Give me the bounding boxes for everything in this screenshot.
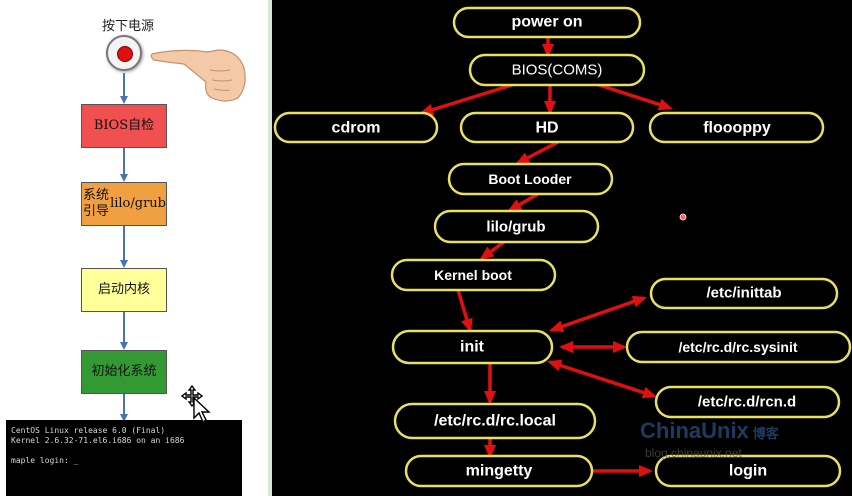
- step-init-system: 初始化系统: [81, 350, 167, 394]
- terminal-line: CentOS Linux release 6.0 (Final): [11, 426, 166, 435]
- login-terminal[interactable]: CentOS Linux release 6.0 (Final) Kernel 2…: [6, 420, 242, 496]
- node-mingetty: [404, 454, 594, 488]
- node-lilo-grub: [433, 209, 600, 244]
- power-indicator-dot: [117, 46, 133, 62]
- node-rcn-d: [654, 385, 841, 419]
- arrow-init-inittab: [549, 295, 647, 333]
- node-lilo-grub-label: lilo/grub: [486, 219, 545, 236]
- node-rcn-d-label: /etc/rc.d/rcn.d: [698, 394, 796, 411]
- step-start-kernel: 启动内核: [81, 268, 167, 312]
- node-kernel-boot-label: Kernel boot: [434, 267, 512, 283]
- node-hd: [459, 111, 635, 144]
- node-login-label: login: [729, 463, 767, 480]
- terminal-line: [11, 446, 237, 456]
- arrow-init-rcnd: [547, 359, 657, 399]
- watermark-brand: ChinaUnix 博客: [640, 418, 779, 444]
- move-cursor-icon: [180, 384, 211, 424]
- pointer-dot: [679, 213, 687, 221]
- pointing-hand-icon: [150, 49, 246, 102]
- node-power-on-label: power on: [511, 14, 582, 31]
- node-cdrom-label: cdrom: [332, 120, 381, 137]
- node-bios-label: BIOS(COMS): [512, 62, 603, 79]
- node-rc-sysinit-label: /etc/rc.d/rc.sysinit: [678, 339, 797, 355]
- watermark-brand-text: ChinaUnix: [640, 418, 749, 443]
- diagram-arrows: [419, 37, 673, 477]
- terminal-line: maple login: _: [11, 456, 79, 465]
- node-floppy-label: floooppy: [703, 120, 771, 137]
- power-label: 按下电源: [101, 19, 154, 34]
- left-flow-panel: 按下电源 BIOS自检 系统引导 lilo/grub 启动内核 初始化系统: [0, 0, 268, 496]
- diagram-node-labels: power on BIOS(COMS) cdrom HD floooppy Bo…: [332, 14, 798, 480]
- node-boot-loader-label: Boot Looder: [488, 171, 572, 187]
- power-button[interactable]: [106, 35, 142, 71]
- arrow-kernel-init: [456, 289, 473, 333]
- arrow-hd-bootloader: [515, 140, 559, 165]
- diagram-node-shapes: [273, 6, 852, 488]
- step-system-boot-label: 系统引导: [83, 188, 110, 219]
- node-init: [391, 329, 554, 365]
- left-flow-arrows: [120, 73, 128, 422]
- step-system-boot: 系统引导 lilo/grub: [81, 182, 167, 226]
- node-inittab-label: /etc/inittab: [706, 285, 781, 302]
- step-init-system-label: 初始化系统: [91, 364, 157, 379]
- arrow-lilo-kernel: [479, 240, 506, 260]
- step-bios-check-label: BIOS自检: [93, 118, 155, 133]
- node-power-on: [452, 6, 642, 39]
- node-bios: [468, 53, 646, 87]
- node-rc-local: [393, 402, 597, 440]
- node-hd-label: HD: [535, 120, 558, 137]
- node-inittab: [649, 277, 839, 310]
- arrow-bios-floppy: [589, 80, 673, 111]
- boot-diagram-panel: power on BIOS(COMS) cdrom HD floooppy Bo…: [272, 0, 852, 496]
- watermark-url: blog.chinaunix.net: [645, 446, 742, 460]
- arrow-bios-cdrom: [419, 83, 513, 116]
- step-system-boot-sublabel: lilo/grub: [110, 196, 166, 211]
- node-boot-loader: [447, 162, 614, 196]
- node-kernel-boot: [390, 258, 557, 292]
- node-rc-sysinit: [625, 330, 852, 364]
- terminal-line: Kernel 2.6.32-71.el6.i686 on an i686: [11, 436, 185, 445]
- node-floppy: [648, 111, 825, 144]
- node-login: [654, 454, 842, 488]
- node-mingetty-label: mingetty: [466, 463, 533, 480]
- node-rc-local-label: /etc/rc.d/rc.local: [434, 413, 556, 430]
- arrow-bootloader-lilo: [507, 192, 539, 212]
- step-bios-check: BIOS自检: [81, 104, 167, 148]
- node-cdrom: [273, 111, 439, 144]
- watermark-cn-text: 博客: [752, 426, 779, 441]
- step-start-kernel-label: 启动内核: [97, 282, 150, 297]
- boot-sequence-diagram: power on BIOS(COMS) cdrom HD floooppy Bo…: [273, 6, 852, 488]
- node-init-label: init: [460, 339, 485, 356]
